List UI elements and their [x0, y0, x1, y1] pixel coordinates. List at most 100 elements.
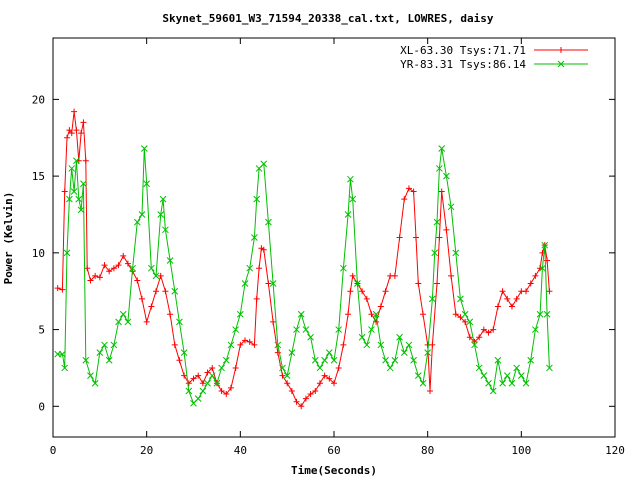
data-point	[61, 364, 69, 372]
data-point	[253, 295, 260, 302]
y-tick-label: 5	[38, 324, 45, 337]
data-point	[260, 160, 268, 168]
data-point	[349, 272, 356, 279]
data-point	[96, 349, 104, 356]
data-point	[461, 310, 469, 318]
data-point	[162, 226, 169, 234]
data-point	[307, 333, 314, 341]
data-point	[499, 288, 506, 295]
data-point	[63, 249, 71, 257]
data-point	[517, 372, 525, 379]
data-point	[494, 303, 501, 310]
data-point	[199, 387, 207, 395]
data-point	[101, 262, 108, 269]
data-point	[457, 295, 464, 303]
data-point	[66, 127, 73, 134]
data-point	[115, 318, 122, 326]
data-point	[246, 264, 254, 272]
data-point	[209, 364, 216, 371]
data-point	[87, 277, 94, 284]
data-point	[251, 341, 258, 348]
data-point	[330, 356, 338, 364]
data-point	[405, 341, 413, 349]
data-point	[363, 295, 370, 302]
data-point	[246, 338, 253, 345]
data-point	[218, 387, 225, 394]
data-point	[270, 318, 277, 325]
data-point	[54, 285, 61, 292]
y-axis-label: Power (Kelvin)	[2, 192, 15, 285]
data-point	[321, 356, 328, 364]
data-point	[171, 287, 179, 295]
data-point	[171, 341, 178, 348]
data-point	[223, 391, 230, 398]
data-point	[508, 303, 515, 310]
data-point	[61, 188, 68, 195]
data-point	[195, 372, 202, 379]
data-point	[335, 326, 343, 333]
y-tick-label: 0	[38, 400, 45, 413]
data-point	[466, 334, 473, 341]
data-point	[157, 272, 164, 279]
y-tick-label: 15	[32, 170, 45, 183]
data-point	[382, 288, 389, 295]
data-point	[298, 403, 305, 410]
data-point	[527, 280, 534, 287]
data-point	[110, 265, 117, 272]
data-point	[232, 326, 240, 333]
data-point	[176, 318, 183, 326]
data-point	[110, 341, 118, 349]
data-point	[347, 175, 354, 183]
data-point	[302, 326, 310, 333]
legend-label-xl: XL-63.30 Tsys:71.71	[400, 44, 526, 57]
data-point	[269, 280, 277, 287]
data-point	[480, 372, 488, 379]
data-point	[84, 265, 91, 272]
data-point	[443, 172, 450, 180]
data-point	[199, 380, 206, 387]
data-point	[204, 379, 211, 387]
data-point	[401, 196, 408, 203]
data-point	[349, 195, 357, 203]
data-point	[513, 295, 520, 302]
data-point	[400, 349, 408, 356]
data-point	[396, 333, 403, 341]
data-point	[181, 372, 188, 379]
data-point	[391, 272, 398, 279]
data-point	[297, 310, 305, 318]
data-point	[120, 252, 127, 259]
data-point	[434, 280, 441, 287]
data-point	[368, 311, 375, 318]
data-point	[368, 326, 375, 333]
data-point	[153, 288, 160, 295]
x-axis-ticks: 0 20 40 60 80 100 120	[50, 38, 625, 457]
data-point	[274, 341, 282, 349]
data-point	[232, 364, 239, 371]
data-point	[82, 157, 89, 164]
data-point	[59, 286, 66, 293]
data-point	[532, 272, 539, 279]
data-point	[428, 295, 436, 303]
legend-marker	[558, 47, 564, 53]
data-point	[159, 195, 167, 203]
data-point	[162, 288, 169, 295]
x-tick-label: 120	[605, 444, 625, 457]
data-point	[414, 372, 422, 379]
data-point	[222, 356, 230, 364]
data-point	[410, 188, 417, 195]
data-point	[347, 288, 354, 295]
legend-label-yr: YR-83.31 Tsys:86.14	[400, 58, 526, 71]
data-point	[335, 364, 342, 371]
chart-title: Skynet_59601_W3_71594_20338_cal.txt, LOW…	[162, 12, 494, 25]
data-point	[415, 280, 422, 287]
data-point	[91, 379, 99, 387]
data-point	[391, 356, 399, 364]
data-point	[431, 249, 439, 257]
data-point	[358, 333, 366, 341]
data-point	[504, 295, 511, 302]
data-point	[236, 310, 244, 318]
data-point	[436, 165, 443, 172]
data-point	[82, 356, 90, 364]
data-point	[213, 379, 221, 387]
